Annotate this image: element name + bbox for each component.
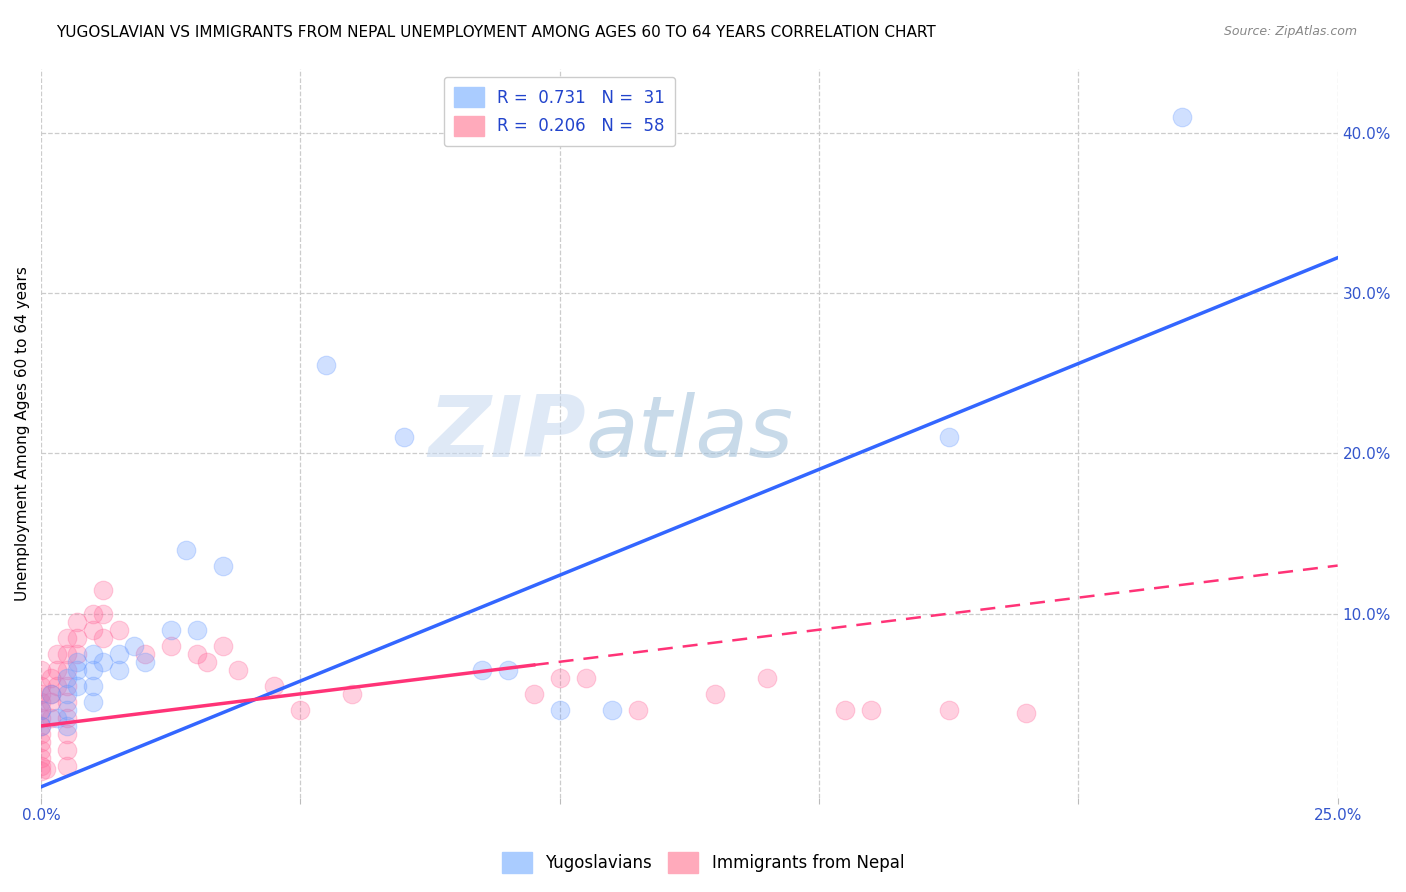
Point: [30, 751, 52, 765]
Point: [134, 647, 156, 661]
Point: [56, 647, 79, 661]
Point: [93, 655, 115, 669]
Y-axis label: Unemployment Among Ages 60 to 64 years: Unemployment Among Ages 60 to 64 years: [15, 266, 30, 600]
Point: [45, 679, 67, 693]
Point: [108, 647, 131, 661]
Point: [392, 430, 415, 444]
Point: [600, 703, 623, 717]
Point: [30, 759, 52, 773]
Point: [41, 695, 63, 709]
Point: [263, 679, 285, 693]
Point: [30, 663, 52, 677]
Point: [548, 703, 571, 717]
Point: [575, 671, 598, 685]
Point: [108, 623, 131, 637]
Point: [195, 655, 218, 669]
Point: [124, 639, 146, 653]
Point: [290, 703, 312, 717]
Point: [30, 727, 52, 741]
Point: [56, 695, 79, 709]
Point: [186, 623, 208, 637]
Point: [56, 711, 79, 725]
Point: [859, 703, 882, 717]
Point: [82, 647, 104, 661]
Point: [226, 663, 249, 677]
Point: [82, 607, 104, 621]
Point: [30, 764, 52, 778]
Legend: Yugoslavians, Immigrants from Nepal: Yugoslavians, Immigrants from Nepal: [495, 846, 911, 880]
Point: [1015, 706, 1038, 720]
Legend: R =  0.731   N =  31, R =  0.206   N =  58: R = 0.731 N = 31, R = 0.206 N = 58: [444, 77, 675, 146]
Point: [211, 639, 233, 653]
Point: [30, 735, 52, 749]
Point: [82, 679, 104, 693]
Point: [30, 743, 52, 757]
Point: [45, 711, 67, 725]
Point: [66, 615, 89, 629]
Point: [30, 703, 52, 717]
Point: [82, 695, 104, 709]
Point: [41, 711, 63, 725]
Point: [66, 679, 89, 693]
Point: [56, 727, 79, 741]
Point: [756, 671, 779, 685]
Text: atlas: atlas: [586, 392, 793, 475]
Point: [523, 687, 546, 701]
Point: [30, 719, 52, 733]
Point: [56, 631, 79, 645]
Point: [56, 687, 79, 701]
Text: ZIP: ZIP: [427, 392, 586, 475]
Point: [56, 719, 79, 733]
Point: [938, 430, 960, 444]
Point: [41, 687, 63, 701]
Point: [176, 542, 198, 557]
Point: [82, 623, 104, 637]
Point: [548, 671, 571, 685]
Point: [35, 762, 58, 776]
Point: [30, 703, 52, 717]
Point: [56, 663, 79, 677]
Point: [45, 647, 67, 661]
Text: YUGOSLAVIAN VS IMMIGRANTS FROM NEPAL UNEMPLOYMENT AMONG AGES 60 TO 64 YEARS CORR: YUGOSLAVIAN VS IMMIGRANTS FROM NEPAL UNE…: [56, 25, 936, 40]
Point: [41, 671, 63, 685]
Point: [30, 719, 52, 733]
Point: [93, 607, 115, 621]
Point: [45, 663, 67, 677]
Point: [56, 679, 79, 693]
Point: [342, 687, 364, 701]
Point: [211, 558, 233, 573]
Point: [30, 679, 52, 693]
Point: [82, 663, 104, 677]
Point: [93, 582, 115, 597]
Point: [56, 671, 79, 685]
Point: [315, 358, 337, 372]
Point: [159, 639, 181, 653]
Point: [66, 631, 89, 645]
Point: [66, 647, 89, 661]
Point: [108, 663, 131, 677]
Point: [704, 687, 727, 701]
Point: [56, 743, 79, 757]
Point: [134, 655, 156, 669]
Point: [938, 703, 960, 717]
Point: [159, 623, 181, 637]
Point: [56, 703, 79, 717]
Point: [496, 663, 519, 677]
Point: [66, 655, 89, 669]
Point: [56, 759, 79, 773]
Point: [66, 663, 89, 677]
Point: [41, 687, 63, 701]
Point: [626, 703, 648, 717]
Point: [93, 631, 115, 645]
Point: [30, 711, 52, 725]
Point: [1171, 110, 1194, 124]
Point: [834, 703, 856, 717]
Text: Source: ZipAtlas.com: Source: ZipAtlas.com: [1223, 25, 1357, 38]
Point: [30, 687, 52, 701]
Point: [30, 695, 52, 709]
Point: [471, 663, 494, 677]
Point: [186, 647, 208, 661]
